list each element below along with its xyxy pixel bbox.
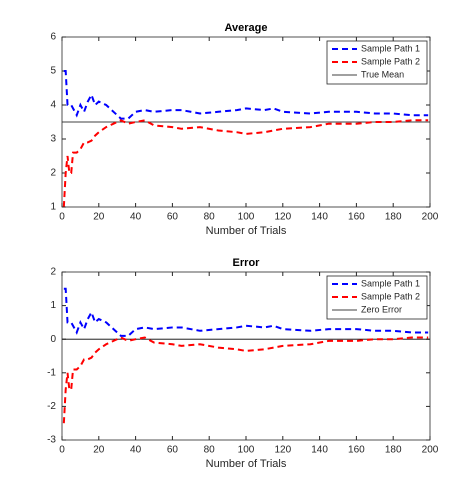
x-tick-label: 0 [59, 445, 65, 456]
legend-label: Sample Path 1 [361, 43, 420, 53]
x-tick-label: 80 [204, 212, 216, 223]
x-tick-label: 100 [238, 212, 255, 223]
x-tick-label: 160 [348, 445, 365, 456]
y-tick-label: -1 [47, 367, 56, 378]
x-tick-label: 140 [311, 445, 328, 456]
x-tick-label: 40 [130, 212, 142, 223]
y-tick-label: -2 [47, 401, 56, 412]
x-axis-label: Number of Trials [206, 458, 287, 470]
y-tick-label: 4 [50, 100, 56, 111]
x-tick-label: 180 [385, 212, 402, 223]
y-tick-label: -3 [47, 435, 56, 446]
legend-label: True Mean [361, 69, 404, 79]
legend-label: Sample Path 2 [361, 56, 420, 66]
y-tick-label: 5 [50, 66, 56, 77]
x-tick-label: 100 [238, 445, 255, 456]
x-tick-label: 0 [59, 212, 65, 223]
data-line [63, 70, 429, 120]
y-tick-label: 3 [50, 134, 56, 145]
x-tick-label: 120 [274, 212, 291, 223]
chart-title: Average [224, 22, 267, 34]
x-tick-label: 140 [311, 212, 328, 223]
x-tick-label: 200 [422, 212, 439, 223]
chart-title: Error [233, 257, 261, 269]
x-tick-label: 60 [167, 445, 179, 456]
legend-label: Sample Path 2 [361, 291, 420, 301]
y-tick-label: 0 [50, 334, 56, 345]
x-axis-label: Number of Trials [206, 225, 287, 237]
x-tick-label: 120 [274, 445, 291, 456]
y-tick-label: 2 [50, 168, 56, 179]
x-tick-label: 20 [93, 212, 105, 223]
data-line [62, 336, 429, 424]
x-tick-label: 160 [348, 212, 365, 223]
data-line [63, 287, 429, 337]
y-tick-label: 1 [50, 202, 56, 213]
x-tick-label: 180 [385, 445, 402, 456]
x-tick-label: 80 [204, 445, 216, 456]
y-tick-label: 2 [50, 267, 56, 278]
axes-box [61, 36, 431, 208]
legend-label: Zero Error [361, 304, 402, 314]
axes-box [61, 271, 431, 441]
y-tick-label: 1 [50, 300, 56, 311]
x-tick-label: 200 [422, 445, 439, 456]
x-tick-label: 20 [93, 445, 105, 456]
y-tick-label: 6 [50, 32, 56, 43]
data-line [62, 119, 429, 208]
legend-label: Sample Path 1 [361, 278, 420, 288]
x-tick-label: 60 [167, 212, 179, 223]
x-tick-label: 40 [130, 445, 142, 456]
